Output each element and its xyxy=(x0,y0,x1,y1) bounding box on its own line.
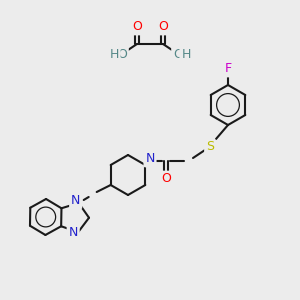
Text: H: H xyxy=(181,47,191,61)
Text: S: S xyxy=(206,140,214,154)
Text: N: N xyxy=(71,194,80,208)
Text: O: O xyxy=(132,20,142,34)
Text: N: N xyxy=(68,226,78,238)
Text: O: O xyxy=(173,47,183,61)
Text: H: H xyxy=(109,47,119,61)
Text: F: F xyxy=(224,62,232,76)
Text: O: O xyxy=(158,20,168,34)
Text: O: O xyxy=(117,47,127,61)
Text: O: O xyxy=(161,172,171,185)
Text: N: N xyxy=(145,152,155,166)
